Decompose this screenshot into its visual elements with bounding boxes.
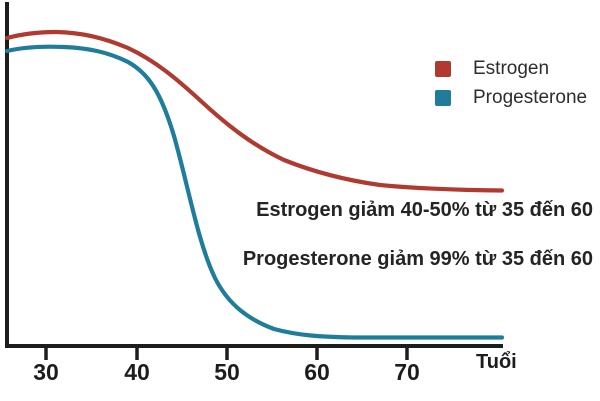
legend-label-progesterone: Progesterone <box>473 87 588 108</box>
legend-item-estrogen: Estrogen <box>435 58 550 79</box>
annotation-estrogen-decline: Estrogen giảm 40-50% từ 35 đến 60 <box>256 199 593 221</box>
estrogen-curve <box>4 29 505 193</box>
x-tick-label-50: 50 <box>214 359 240 385</box>
progesterone-curve <box>4 44 505 340</box>
legend-label-estrogen: Estrogen <box>473 58 550 79</box>
x-tick-label-40: 40 <box>124 359 150 385</box>
legend-item-progesterone: Progesterone <box>435 87 588 108</box>
x-tick-label-70: 70 <box>394 359 420 385</box>
progesterone-color-swatch <box>435 89 451 106</box>
annotation-progesterone-decline: Progesterone giảm 99% từ 35 đến 60 <box>242 248 593 270</box>
x-axis-title: Tuổi <box>476 351 517 373</box>
x-tick-label-30: 30 <box>33 359 59 385</box>
estrogen-color-swatch <box>435 60 451 77</box>
x-tick-label-60: 60 <box>304 359 330 385</box>
